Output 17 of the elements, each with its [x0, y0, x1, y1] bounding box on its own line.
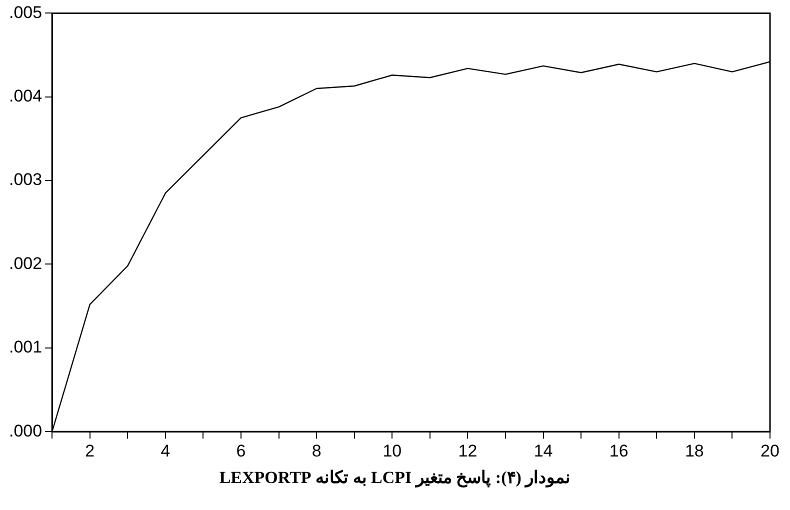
text: نمودار (۴): پاسخ متغیر LCPI به تکانه LEXPORTP: [218, 467, 572, 488]
y-tick-label: .000: [8, 421, 42, 440]
y-tick-label: .004: [8, 86, 42, 106]
y-tick-label: .003: [8, 170, 42, 190]
x-tick-label: 20: [760, 441, 780, 460]
x-tick-label: 6: [236, 441, 246, 460]
x-tick-label: 2: [85, 441, 95, 460]
y-tick-label: .005: [8, 2, 42, 22]
x-tick-label: 18: [684, 441, 704, 460]
x-tick-label: 4: [160, 441, 170, 460]
y-tick-label: .001: [8, 338, 42, 357]
y-tick-label: .002: [8, 254, 42, 273]
x-tick-label: 14: [534, 441, 553, 460]
x-tick-label: 8: [312, 441, 322, 460]
x-tick-label: 10: [382, 441, 402, 460]
x-tick-label: 12: [458, 441, 478, 460]
x-tick-label: 16: [609, 441, 628, 460]
